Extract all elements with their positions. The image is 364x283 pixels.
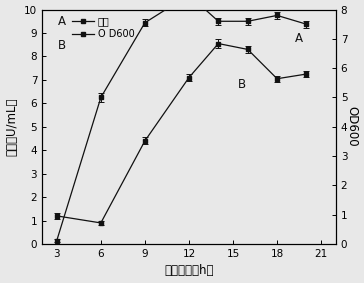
Text: A: A: [58, 15, 66, 28]
X-axis label: 培养时间（h）: 培养时间（h）: [164, 264, 214, 277]
Y-axis label: OD600: OD600: [345, 106, 359, 147]
Text: B: B: [237, 78, 246, 91]
Legend: 酶活, O D600: 酶活, O D600: [71, 14, 136, 41]
Y-axis label: 酶活（U/mL）: 酶活（U/mL）: [5, 98, 19, 156]
Text: A: A: [295, 32, 303, 45]
Text: B: B: [58, 39, 66, 52]
